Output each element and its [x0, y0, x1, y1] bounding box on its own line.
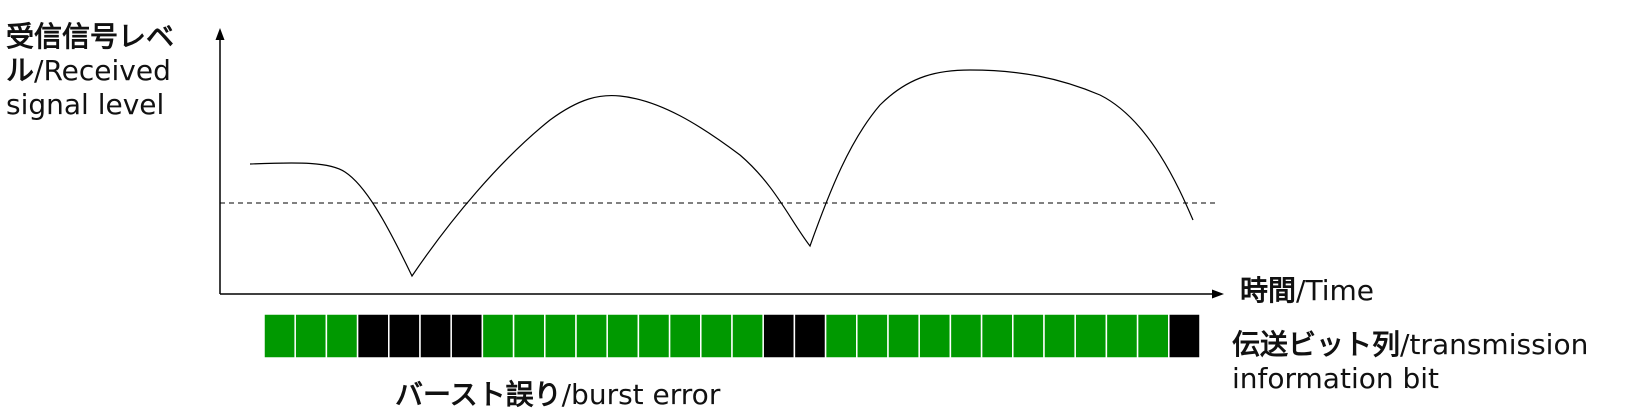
bit-sequence-label: 伝送ビット列/transmission information bit: [1232, 328, 1588, 396]
bit-ok: [918, 313, 952, 359]
bit-ok: [1074, 313, 1108, 359]
y-axis-label-jp-2: ル: [6, 54, 35, 87]
bit-ok: [1012, 313, 1045, 359]
bit-ok: [512, 313, 546, 359]
x-axis-label-en: /Time: [1296, 274, 1374, 307]
bit-ok: [606, 313, 640, 359]
burst-error-label-en: /burst error: [561, 378, 721, 411]
y-axis-label-jp: 受信信号レベ: [6, 20, 175, 53]
bit-ok: [731, 313, 764, 359]
bit-error: [388, 313, 421, 359]
x-axis-label-jp: 時間: [1240, 274, 1297, 307]
bit-ok: [824, 313, 858, 359]
bit-ok: [1105, 313, 1139, 359]
burst-error-label: バースト誤り/burst error: [395, 378, 720, 412]
bit-ok: [1043, 313, 1076, 359]
bit-ok: [700, 313, 733, 359]
bit-ok: [668, 313, 702, 359]
bit-ok: [980, 313, 1014, 359]
bit-ok: [294, 313, 328, 359]
bit-ok: [1136, 313, 1170, 359]
bit-ok: [949, 313, 983, 359]
bit-ok: [575, 313, 608, 359]
bit-sequence-label-en-2: information bit: [1232, 362, 1440, 395]
y-axis-label-en-1: /Received: [34, 54, 171, 87]
bit-ok: [263, 313, 296, 359]
y-axis-label: 受信信号レベ ル/Received signal level: [6, 20, 174, 122]
bit-ok: [856, 313, 889, 359]
y-axis-label-en-2: signal level: [6, 88, 165, 121]
bit-ok: [481, 313, 515, 359]
bit-ok: [637, 313, 671, 359]
bit-error: [793, 313, 827, 359]
burst-error-label-jp: バースト誤り: [395, 378, 562, 411]
signal-curve: [249, 69, 1194, 278]
bit-ok: [887, 313, 920, 359]
bit-sequence-label-jp: 伝送ビット列: [1232, 328, 1401, 361]
x-axis-label: 時間/Time: [1240, 274, 1374, 308]
bit-ok: [544, 313, 577, 359]
bit-error: [450, 313, 484, 359]
bit-error: [762, 313, 796, 359]
bit-error: [356, 313, 390, 359]
bit-sequence: [263, 313, 1201, 359]
bit-error: [1168, 313, 1201, 359]
bit-error: [419, 313, 452, 359]
bit-sequence-label-en-1: /transmission: [1400, 328, 1589, 361]
bit-ok: [325, 313, 359, 359]
